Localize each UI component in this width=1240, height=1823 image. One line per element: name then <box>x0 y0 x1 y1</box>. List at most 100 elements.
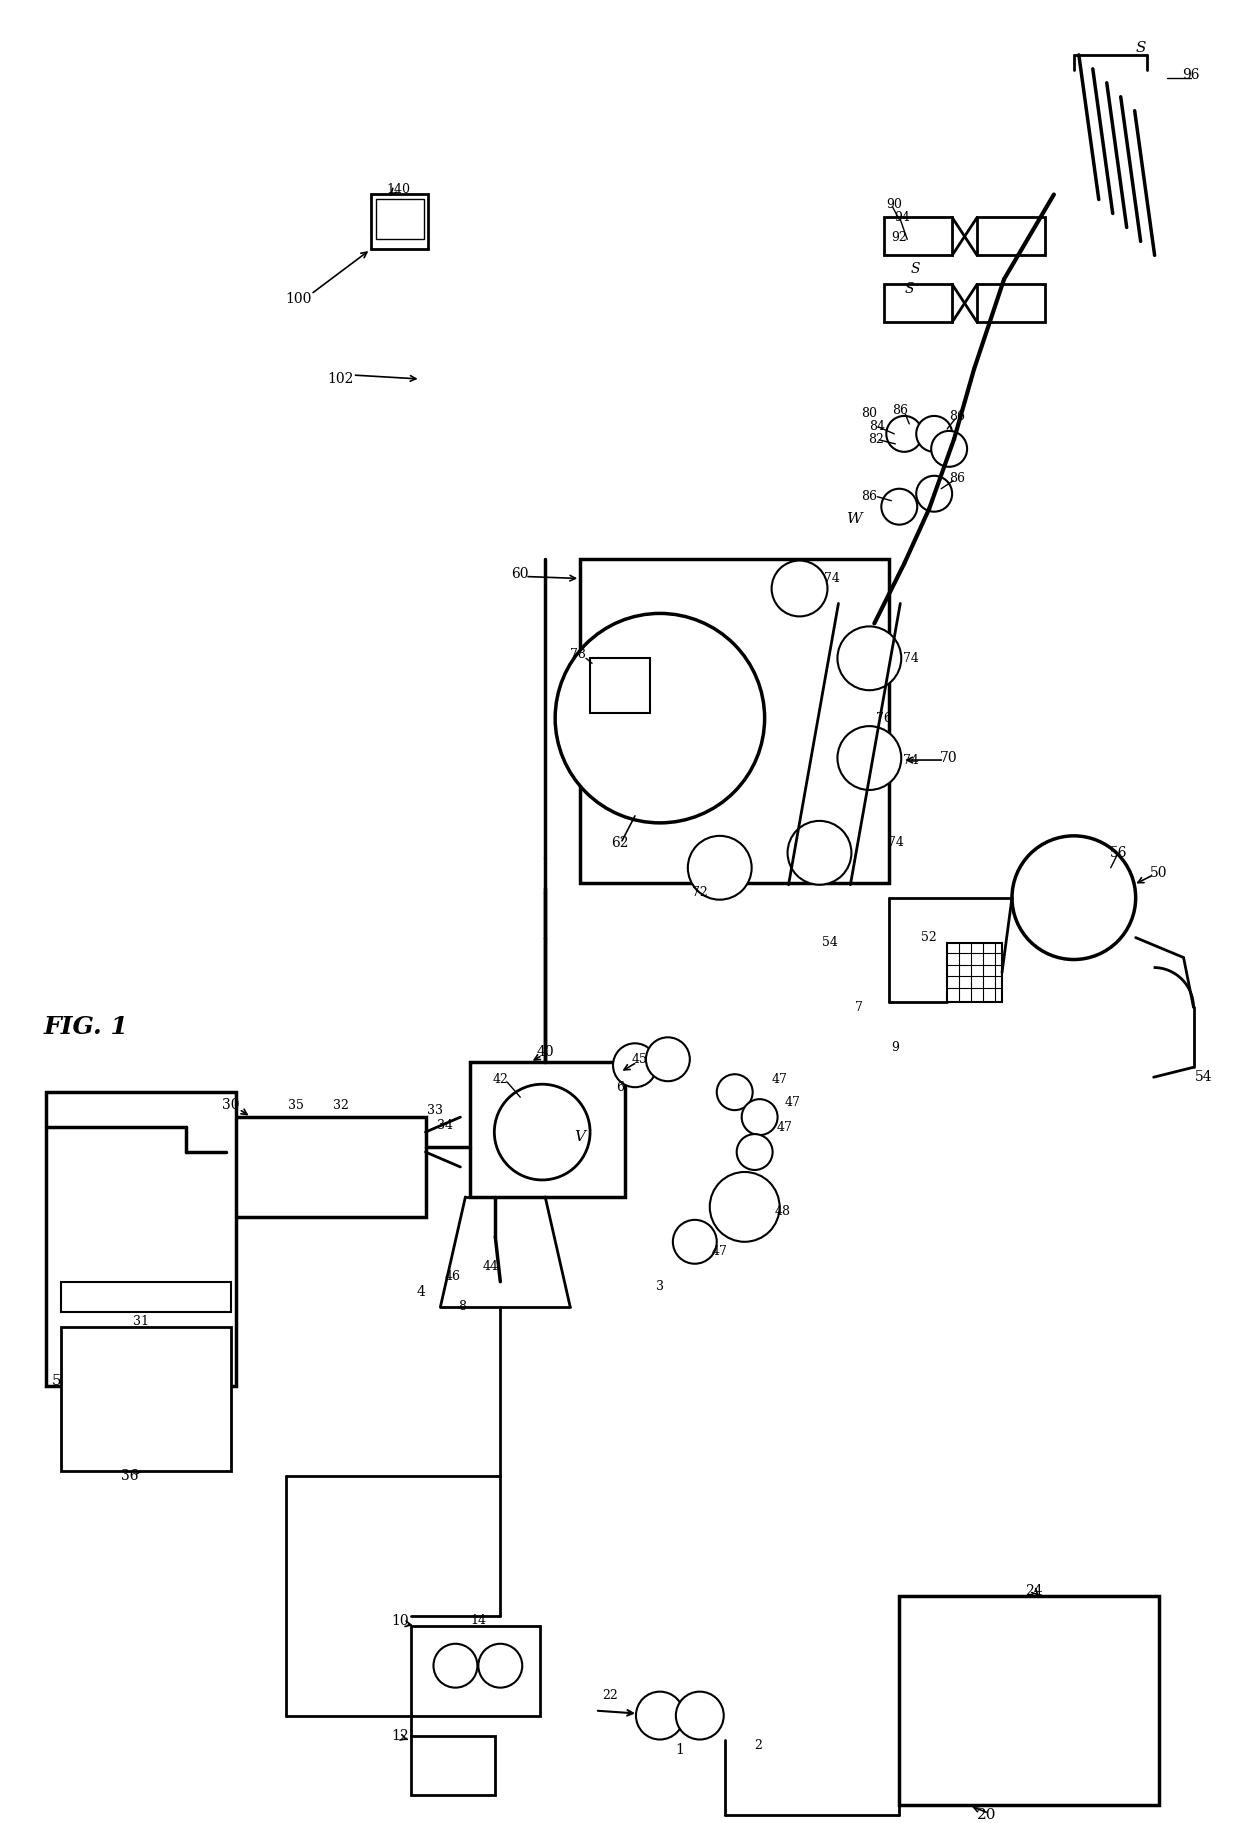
Text: V: V <box>574 1130 585 1145</box>
Text: 46: 46 <box>444 1271 460 1283</box>
Circle shape <box>673 1220 717 1263</box>
Circle shape <box>613 1043 657 1087</box>
Circle shape <box>556 613 765 822</box>
Text: 47: 47 <box>785 1096 801 1108</box>
Text: 56: 56 <box>1110 846 1127 860</box>
Text: 90: 90 <box>887 199 903 211</box>
Circle shape <box>882 489 918 525</box>
Text: 3: 3 <box>656 1280 663 1293</box>
Bar <box>470 1063 625 1198</box>
Text: 86: 86 <box>893 405 908 417</box>
Circle shape <box>837 627 901 691</box>
Circle shape <box>916 476 952 512</box>
Text: 70: 70 <box>940 751 959 766</box>
Text: 34: 34 <box>438 1119 454 1132</box>
Bar <box>899 1595 1158 1805</box>
Text: 82: 82 <box>868 434 884 447</box>
Text: 47: 47 <box>712 1245 728 1258</box>
Text: 84: 84 <box>869 421 885 434</box>
Circle shape <box>479 1644 522 1688</box>
Text: 30: 30 <box>222 1097 239 1112</box>
Circle shape <box>742 1099 777 1136</box>
Text: 44: 44 <box>482 1260 498 1272</box>
Bar <box>62 1282 231 1311</box>
Circle shape <box>787 820 852 884</box>
Circle shape <box>709 1172 780 1241</box>
Text: 24: 24 <box>1025 1584 1043 1599</box>
Text: 54: 54 <box>822 935 837 950</box>
Text: 74: 74 <box>903 753 919 766</box>
Circle shape <box>887 416 923 452</box>
Text: S: S <box>1136 40 1146 55</box>
Circle shape <box>646 1037 689 1081</box>
Text: 52: 52 <box>921 932 937 944</box>
Text: 76: 76 <box>877 711 893 726</box>
Circle shape <box>495 1085 590 1179</box>
Circle shape <box>688 835 751 901</box>
Text: 47: 47 <box>771 1072 787 1087</box>
Text: 86: 86 <box>862 490 878 503</box>
Text: S: S <box>904 283 914 297</box>
Text: 72: 72 <box>692 886 708 899</box>
Text: 2: 2 <box>754 1739 761 1752</box>
Circle shape <box>737 1134 773 1170</box>
Bar <box>884 284 952 323</box>
Text: 31: 31 <box>133 1314 149 1329</box>
Text: 54: 54 <box>1194 1070 1213 1085</box>
Text: 14: 14 <box>470 1615 486 1628</box>
Text: 9: 9 <box>892 1041 899 1054</box>
Text: 32: 32 <box>332 1099 348 1112</box>
Text: 36: 36 <box>120 1469 138 1484</box>
Circle shape <box>1012 835 1136 959</box>
Text: 33: 33 <box>428 1103 444 1117</box>
Text: 80: 80 <box>862 407 878 421</box>
Text: 86: 86 <box>949 472 965 485</box>
Circle shape <box>916 416 952 452</box>
Text: 62: 62 <box>611 835 629 850</box>
Bar <box>226 1117 425 1218</box>
Text: 5: 5 <box>52 1375 61 1389</box>
Circle shape <box>636 1692 683 1739</box>
Text: 4: 4 <box>417 1285 425 1298</box>
Text: 20: 20 <box>977 1808 997 1823</box>
Circle shape <box>931 430 967 467</box>
Circle shape <box>676 1692 724 1739</box>
Text: 1: 1 <box>676 1743 684 1757</box>
Text: 7: 7 <box>856 1001 863 1014</box>
Text: 35: 35 <box>288 1099 304 1112</box>
Text: 94: 94 <box>894 211 910 224</box>
Text: 47: 47 <box>776 1121 792 1134</box>
Text: 74: 74 <box>823 572 839 585</box>
Bar <box>884 217 952 255</box>
Bar <box>580 558 889 882</box>
Text: 12: 12 <box>392 1728 409 1743</box>
Bar <box>62 1327 231 1471</box>
Text: 6: 6 <box>616 1081 624 1094</box>
Text: 50: 50 <box>1149 866 1167 881</box>
Text: 100: 100 <box>285 292 312 306</box>
Circle shape <box>434 1644 477 1688</box>
Bar <box>410 1735 495 1796</box>
Bar <box>410 1626 541 1715</box>
Text: W: W <box>847 512 862 525</box>
Text: 74: 74 <box>888 837 904 850</box>
Circle shape <box>837 726 901 789</box>
Text: 92: 92 <box>892 232 908 244</box>
Bar <box>977 217 1045 255</box>
Text: 45: 45 <box>632 1052 647 1066</box>
Text: 48: 48 <box>775 1205 791 1218</box>
Text: FIG. 1: FIG. 1 <box>43 1015 129 1039</box>
Bar <box>947 942 1002 1003</box>
Bar <box>977 284 1045 323</box>
Text: 102: 102 <box>327 372 353 386</box>
Text: 60: 60 <box>512 567 529 580</box>
Text: 40: 40 <box>537 1045 554 1059</box>
Text: 96: 96 <box>1182 67 1199 82</box>
Circle shape <box>717 1074 753 1110</box>
Text: 10: 10 <box>392 1613 409 1628</box>
Circle shape <box>771 560 827 616</box>
Text: 22: 22 <box>603 1690 618 1703</box>
Bar <box>46 1092 236 1387</box>
Bar <box>590 658 650 713</box>
Text: 140: 140 <box>387 182 410 197</box>
